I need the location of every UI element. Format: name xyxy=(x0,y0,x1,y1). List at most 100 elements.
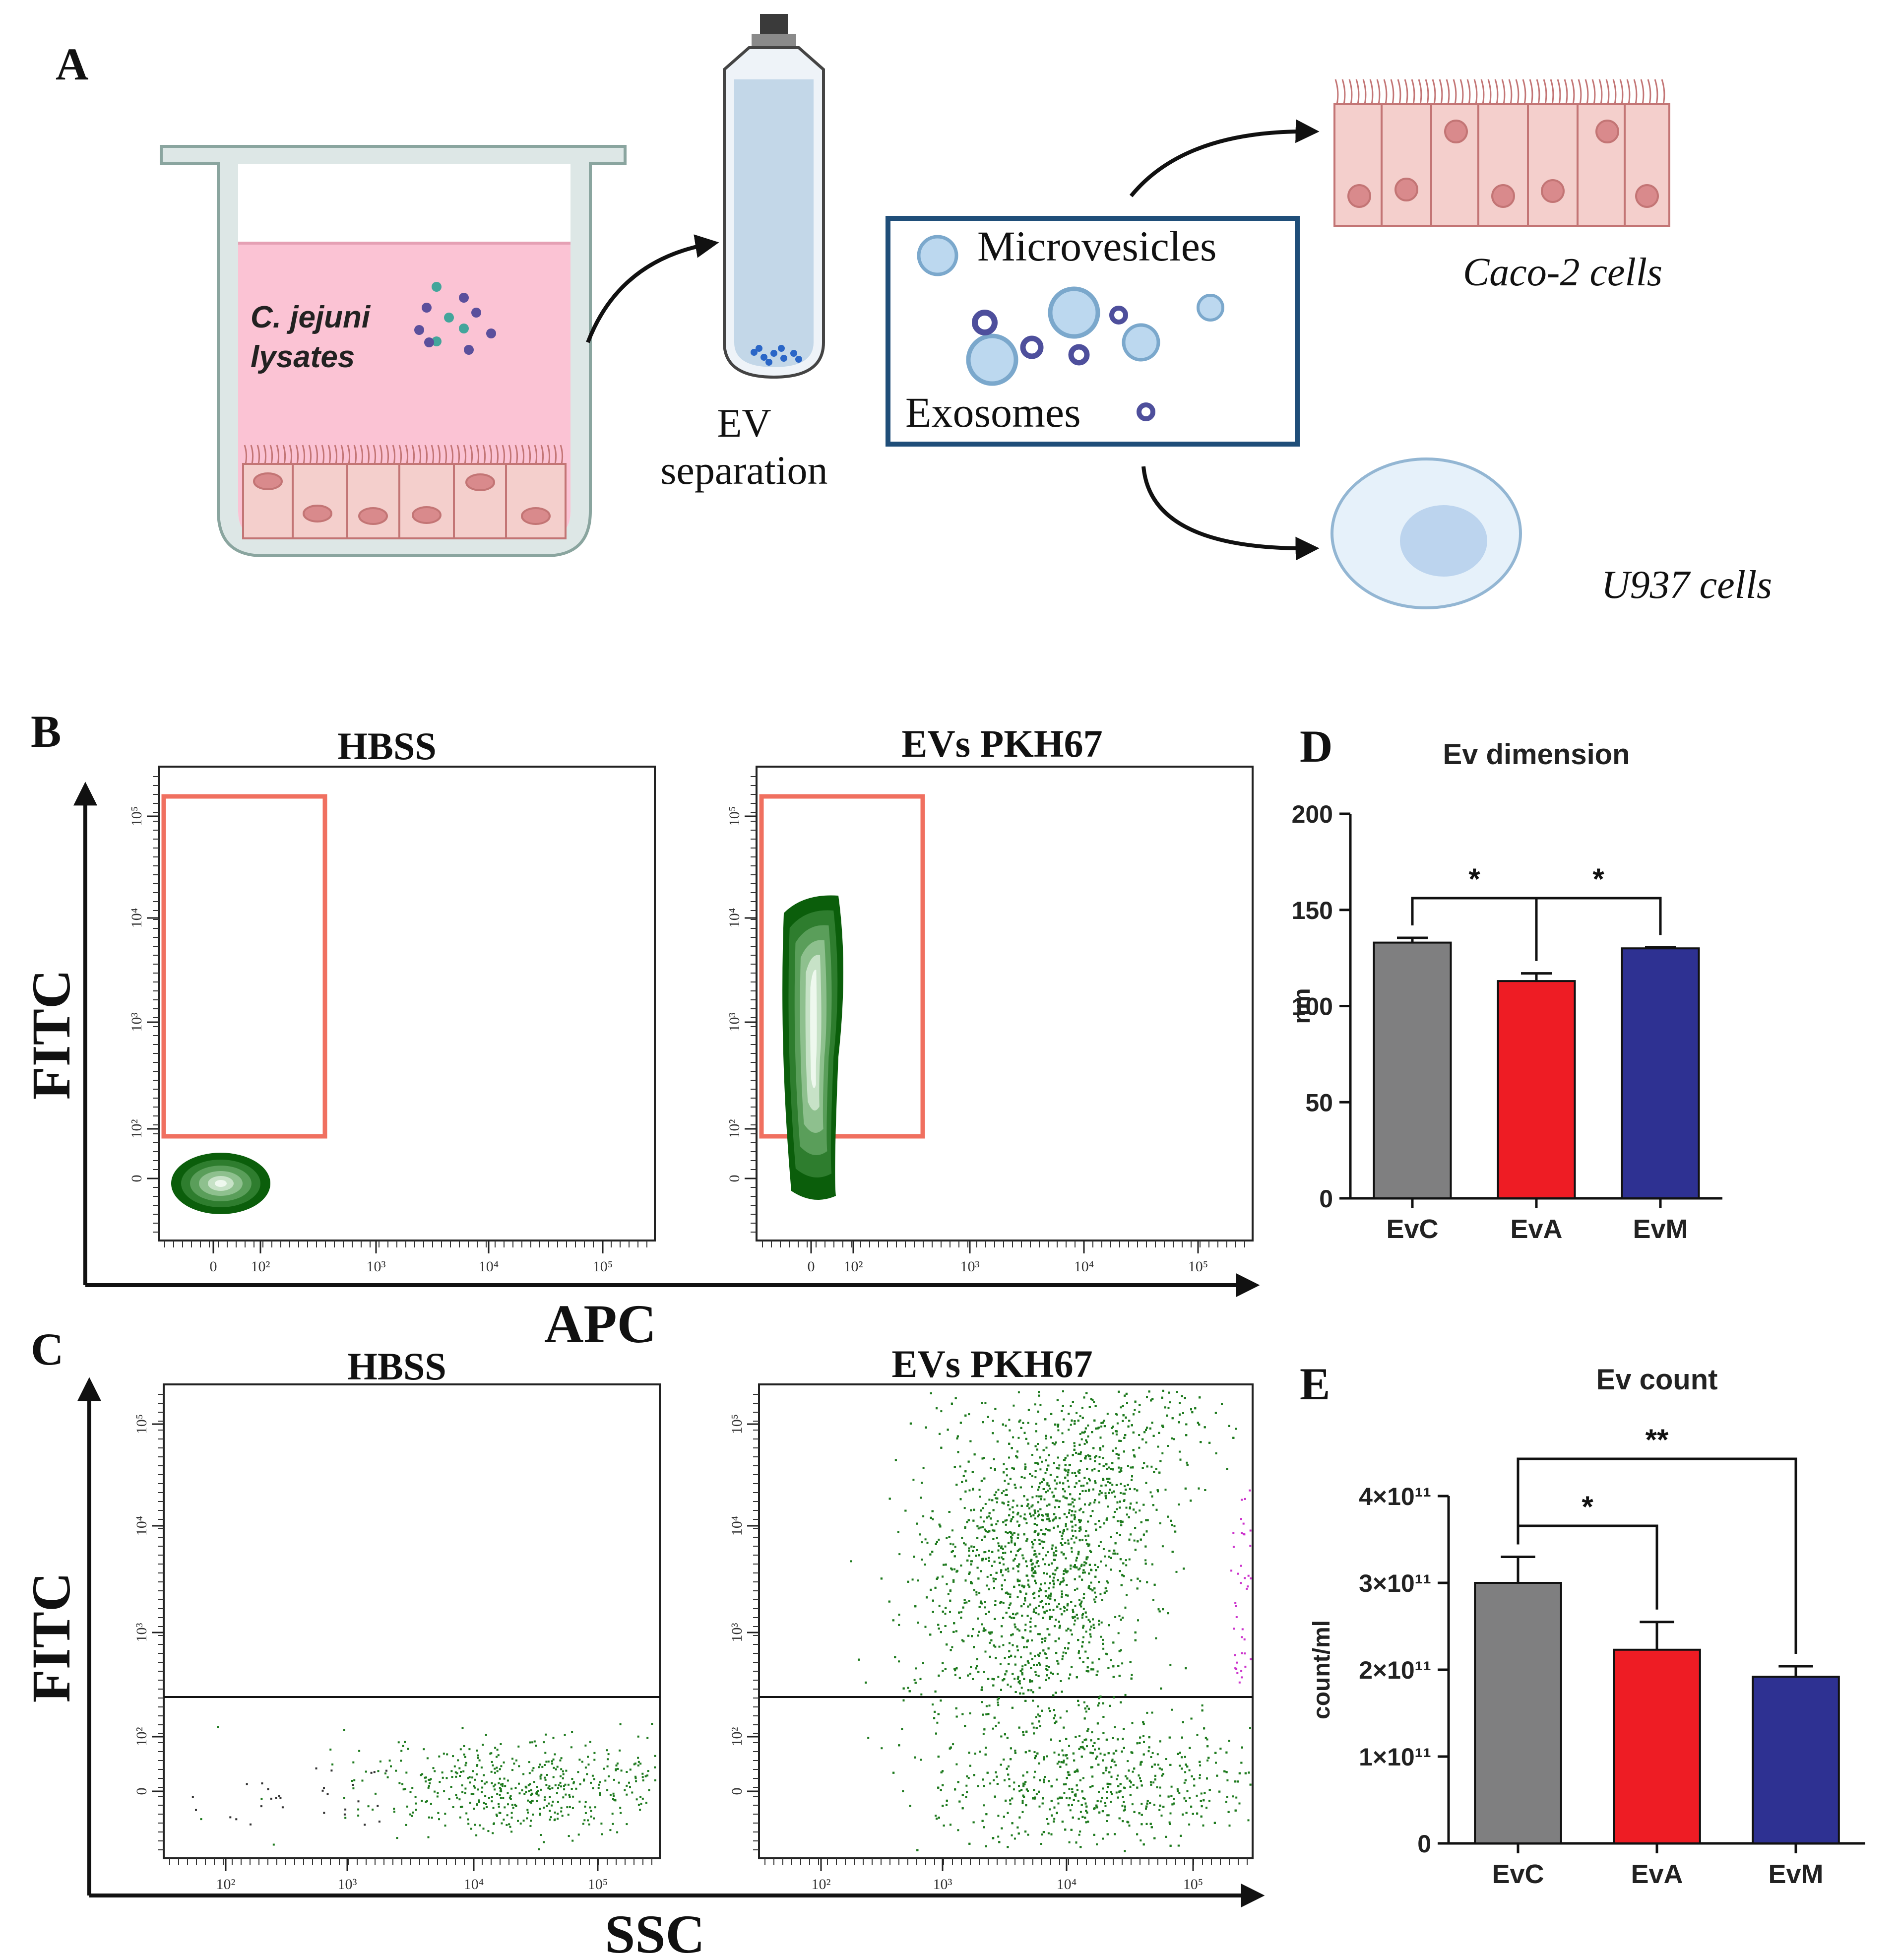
event-dot xyxy=(1112,1432,1114,1435)
event-dot xyxy=(1029,1626,1032,1628)
event-dot xyxy=(1188,1769,1191,1771)
microvillus xyxy=(463,445,467,464)
event-dot xyxy=(549,1788,551,1790)
event-dot xyxy=(443,1790,445,1792)
event-dot xyxy=(565,1769,568,1772)
event-dot xyxy=(620,1769,623,1772)
event-dot xyxy=(1104,1555,1106,1558)
event-dot xyxy=(476,1749,478,1752)
event-dot xyxy=(593,1759,596,1761)
event-dot xyxy=(444,1813,446,1815)
event-dot xyxy=(563,1785,565,1787)
event-dot xyxy=(589,1806,591,1809)
event-dot xyxy=(646,1737,649,1739)
event-dot xyxy=(1009,1604,1011,1606)
microvillus xyxy=(1480,79,1485,105)
event-dot xyxy=(464,1764,467,1766)
event-dot xyxy=(1066,1710,1068,1712)
microvillus xyxy=(1536,79,1540,105)
event-dot xyxy=(1118,1615,1121,1617)
event-dot xyxy=(912,1479,915,1481)
event-dot xyxy=(1116,1508,1118,1510)
event-dot xyxy=(473,1808,475,1810)
event-dot xyxy=(438,1818,440,1821)
event-dot xyxy=(478,1759,481,1762)
event-dot xyxy=(1077,1800,1079,1802)
event-dot xyxy=(461,1806,463,1808)
event-dot xyxy=(1110,1801,1112,1803)
event-dot xyxy=(1159,1786,1161,1789)
event-dot xyxy=(536,1800,538,1802)
event-dot xyxy=(1111,1427,1113,1429)
event-dot xyxy=(983,1520,985,1523)
event-dot xyxy=(606,1789,609,1791)
event-dot xyxy=(397,1741,400,1744)
event-dot xyxy=(494,1788,496,1791)
event-dot xyxy=(1006,1474,1008,1477)
event-dot xyxy=(1048,1485,1050,1487)
y-tick-label: 10⁴ xyxy=(726,908,743,928)
event-dot xyxy=(455,1775,457,1778)
event-dot xyxy=(191,1796,194,1798)
x-tick-label: 10⁵ xyxy=(1188,1258,1208,1275)
event-dot xyxy=(502,1783,504,1785)
event-dot xyxy=(993,1779,995,1781)
event-dot xyxy=(468,1776,471,1778)
event-dot xyxy=(978,1592,981,1594)
event-dot xyxy=(1004,1545,1007,1548)
event-dot xyxy=(492,1832,494,1834)
event-dot xyxy=(1065,1523,1067,1525)
event-dot xyxy=(425,1780,427,1783)
event-dot xyxy=(1111,1759,1114,1761)
event-dot xyxy=(358,1750,361,1752)
event-dot xyxy=(426,1800,428,1803)
event-dot xyxy=(1159,1794,1161,1797)
event-dot xyxy=(952,1743,954,1746)
event-dot xyxy=(1009,1508,1011,1510)
event-dot xyxy=(562,1796,565,1799)
event-dot xyxy=(1034,1517,1036,1520)
event-dot xyxy=(1096,1670,1099,1673)
event-dot xyxy=(529,1741,531,1744)
event-dot xyxy=(1121,1805,1124,1807)
event-dot xyxy=(1076,1587,1078,1590)
lysates-label-line1: C. jejuni xyxy=(251,300,371,334)
event-dot xyxy=(518,1782,520,1785)
event-dot xyxy=(357,1814,360,1817)
event-dot xyxy=(485,1734,487,1736)
event-dot xyxy=(535,1745,537,1747)
event-dot xyxy=(626,1823,628,1826)
event-dot xyxy=(567,1814,570,1816)
event-dot xyxy=(229,1816,232,1819)
event-dot xyxy=(1100,1560,1102,1563)
microvillus xyxy=(527,445,531,464)
event-dot xyxy=(388,1760,391,1762)
event-dot xyxy=(1058,1761,1060,1763)
event-dot xyxy=(635,1798,638,1801)
y-tick-label: 10⁵ xyxy=(133,1414,150,1434)
microvillus xyxy=(1459,79,1464,105)
event-dot xyxy=(1114,1496,1116,1498)
panel-label-b: B xyxy=(31,706,61,757)
event-dot xyxy=(1184,1756,1186,1758)
event-dot xyxy=(499,1777,501,1780)
event-dot xyxy=(468,1748,471,1751)
event-dot xyxy=(995,1523,998,1525)
event-dot xyxy=(1035,1674,1037,1676)
event-dot xyxy=(500,1788,502,1790)
event-dot xyxy=(560,1757,563,1760)
event-dot xyxy=(1082,1608,1085,1610)
event-dot xyxy=(473,1786,476,1789)
event-dot xyxy=(988,1499,991,1501)
event-dot xyxy=(1037,1463,1039,1465)
event-dot xyxy=(1059,1583,1061,1585)
event-dot xyxy=(278,1795,280,1797)
event-dot xyxy=(624,1789,626,1791)
event-dot xyxy=(519,1823,522,1825)
event-dot xyxy=(996,1501,998,1503)
event-dot xyxy=(460,1771,462,1773)
event-dot xyxy=(600,1823,603,1825)
event-dot xyxy=(1013,1558,1016,1560)
event-dot xyxy=(1120,1467,1123,1469)
event-dot xyxy=(1089,1458,1092,1460)
